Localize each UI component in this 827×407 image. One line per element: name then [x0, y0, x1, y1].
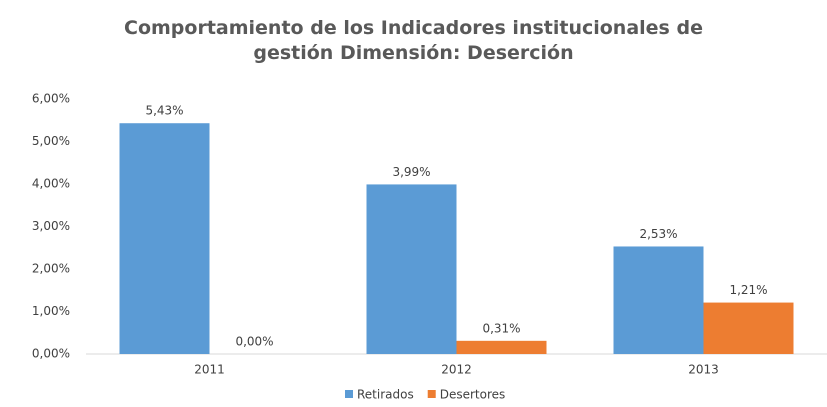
legend-swatch: [427, 390, 436, 398]
x-tick-label: 2011: [194, 363, 225, 377]
x-tick-label: 2013: [688, 363, 719, 377]
y-tick-label: 0,00%: [32, 347, 70, 361]
bar: [366, 184, 457, 354]
legend-label: Retirados: [357, 388, 414, 402]
legend-swatch: [345, 390, 353, 398]
bar: [456, 340, 547, 354]
bar: [613, 246, 704, 354]
y-tick-label: 5,00%: [32, 134, 70, 148]
chart-title: Comportamiento de los Indicadores instit…: [124, 17, 703, 64]
x-tick-label: 2012: [441, 363, 472, 377]
value-label: 0,00%: [235, 335, 273, 349]
value-label: 0,31%: [482, 321, 520, 335]
value-label: 5,43%: [145, 104, 183, 118]
value-label: 3,99%: [392, 165, 430, 179]
y-tick-label: 2,00%: [32, 262, 70, 276]
y-tick-label: 3,00%: [32, 219, 70, 233]
legend-label: Desertores: [440, 388, 506, 402]
bar: [119, 123, 210, 354]
y-tick-label: 4,00%: [32, 177, 70, 191]
value-label: 1,21%: [729, 283, 767, 297]
value-label: 2,53%: [639, 227, 677, 241]
y-tick-label: 1,00%: [32, 304, 70, 318]
bar: [703, 302, 794, 354]
y-tick-label: 6,00%: [32, 92, 70, 106]
